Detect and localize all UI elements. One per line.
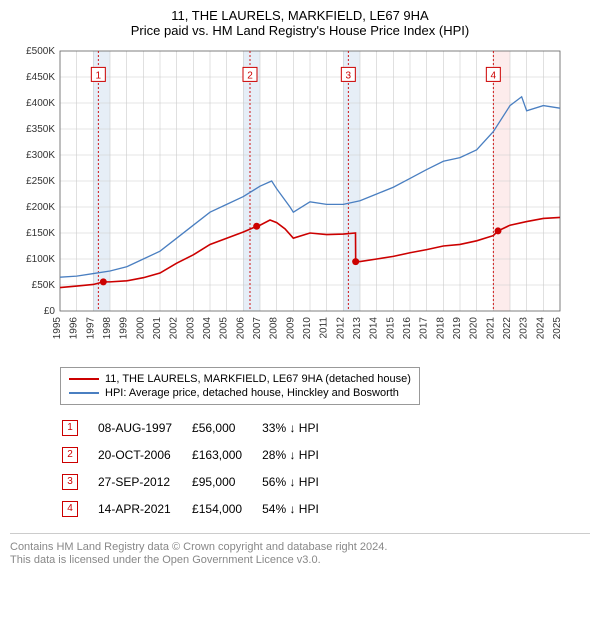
svg-text:£350K: £350K — [26, 124, 55, 135]
svg-text:1997: 1997 — [85, 317, 96, 340]
svg-text:2011: 2011 — [319, 317, 330, 339]
svg-text:2005: 2005 — [219, 317, 230, 340]
tx-marker: 4 — [62, 501, 78, 517]
tx-delta: 28% ↓ HPI — [262, 442, 337, 467]
chart-svg: £0 £50K £100K £150K £200K £250K £300K £350K £400… — [10, 46, 570, 356]
tx-date: 08-AUG-1997 — [98, 415, 190, 440]
svg-text:2024: 2024 — [535, 317, 546, 340]
footer: Contains HM Land Registry data © Crown c… — [10, 533, 590, 566]
legend-swatch — [69, 378, 99, 380]
svg-text:1995: 1995 — [52, 317, 63, 340]
svg-text:2012: 2012 — [335, 317, 346, 340]
title-line-2: Price paid vs. HM Land Registry's House … — [10, 23, 590, 38]
svg-text:£250K: £250K — [26, 176, 55, 187]
svg-text:4: 4 — [491, 70, 497, 81]
svg-text:2007: 2007 — [252, 317, 263, 340]
tx-marker-cell: 3 — [62, 469, 96, 494]
legend-label: 11, THE LAURELS, MARKFIELD, LE67 9HA (de… — [105, 373, 411, 385]
transactions-table: 1 08-AUG-1997£56,00033% ↓ HPI 2 20-OCT-2006… — [60, 413, 339, 523]
svg-text:1996: 1996 — [69, 317, 80, 340]
svg-text:2000: 2000 — [135, 317, 146, 340]
tx-delta: 54% ↓ HPI — [262, 496, 337, 521]
svg-text:£100K: £100K — [26, 254, 55, 265]
svg-text:2016: 2016 — [402, 317, 413, 340]
tx-delta: 56% ↓ HPI — [262, 469, 337, 494]
svg-text:1999: 1999 — [119, 317, 130, 340]
svg-text:£50K: £50K — [32, 280, 56, 291]
legend-swatch — [69, 392, 99, 394]
svg-text:2025: 2025 — [552, 317, 563, 340]
tx-price: £154,000 — [192, 496, 260, 521]
svg-text:£300K: £300K — [26, 150, 55, 161]
tx-price: £163,000 — [192, 442, 260, 467]
table-row: 3 27-SEP-2012£95,00056% ↓ HPI — [62, 469, 337, 494]
table-row: 1 08-AUG-1997£56,00033% ↓ HPI — [62, 415, 337, 440]
svg-text:2014: 2014 — [369, 317, 380, 340]
tx-delta: 33% ↓ HPI — [262, 415, 337, 440]
tx-price: £95,000 — [192, 469, 260, 494]
tx-marker: 3 — [62, 474, 78, 490]
svg-text:2003: 2003 — [185, 317, 196, 340]
svg-text:2009: 2009 — [285, 317, 296, 340]
tx-marker-cell: 4 — [62, 496, 96, 521]
svg-text:2019: 2019 — [452, 317, 463, 340]
svg-text:2020: 2020 — [469, 317, 480, 340]
tx-price: £56,000 — [192, 415, 260, 440]
tx-marker: 1 — [62, 420, 78, 436]
svg-text:£200K: £200K — [26, 202, 55, 213]
svg-text:2018: 2018 — [435, 317, 446, 340]
legend-item: HPI: Average price, detached house, Hinc… — [69, 386, 411, 400]
svg-text:2010: 2010 — [302, 317, 313, 340]
legend-item: 11, THE LAURELS, MARKFIELD, LE67 9HA (de… — [69, 372, 411, 386]
svg-text:2013: 2013 — [352, 317, 363, 340]
footer-line-2: This data is licensed under the Open Gov… — [10, 554, 590, 566]
svg-text:2004: 2004 — [202, 317, 213, 340]
table-row: 2 20-OCT-2006£163,00028% ↓ HPI — [62, 442, 337, 467]
footer-line-1: Contains HM Land Registry data © Crown c… — [10, 541, 590, 553]
svg-text:2017: 2017 — [419, 317, 430, 340]
svg-text:2001: 2001 — [152, 317, 163, 340]
legend-label: HPI: Average price, detached house, Hinc… — [105, 387, 399, 399]
svg-text:1: 1 — [96, 70, 102, 81]
chart: £0 £50K £100K £150K £200K £250K £300K £350K £400… — [10, 46, 590, 361]
svg-text:2006: 2006 — [235, 317, 246, 340]
svg-text:2002: 2002 — [169, 317, 180, 340]
svg-text:1998: 1998 — [102, 317, 113, 340]
svg-text:2021: 2021 — [485, 317, 496, 340]
svg-text:2023: 2023 — [519, 317, 530, 340]
svg-text:2008: 2008 — [269, 317, 280, 340]
svg-text:£450K: £450K — [26, 72, 55, 83]
title-line-1: 11, THE LAURELS, MARKFIELD, LE67 9HA — [10, 8, 590, 23]
tx-date: 27-SEP-2012 — [98, 469, 190, 494]
svg-text:2: 2 — [247, 70, 253, 81]
svg-text:3: 3 — [346, 70, 352, 81]
tx-marker-cell: 1 — [62, 415, 96, 440]
svg-text:£400K: £400K — [26, 98, 55, 109]
svg-text:£500K: £500K — [26, 46, 55, 57]
svg-text:2022: 2022 — [502, 317, 513, 340]
legend: 11, THE LAURELS, MARKFIELD, LE67 9HA (de… — [60, 367, 420, 405]
table-row: 4 14-APR-2021£154,00054% ↓ HPI — [62, 496, 337, 521]
svg-text:£150K: £150K — [26, 228, 55, 239]
tx-date: 20-OCT-2006 — [98, 442, 190, 467]
tx-date: 14-APR-2021 — [98, 496, 190, 521]
tx-marker: 2 — [62, 447, 78, 463]
svg-text:2015: 2015 — [385, 317, 396, 340]
tx-marker-cell: 2 — [62, 442, 96, 467]
svg-text:£0: £0 — [44, 306, 56, 317]
